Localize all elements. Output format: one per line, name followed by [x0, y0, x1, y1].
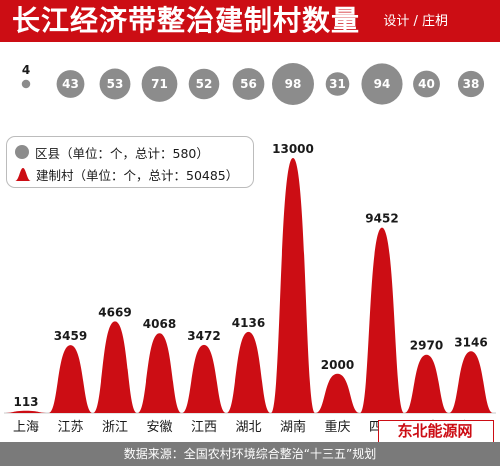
chart-legend: 区县（单位：个，总计：580） 建制村（单位：个，总计：50485） — [6, 136, 254, 188]
village-peak-9 — [404, 354, 449, 413]
county-value-label: 56 — [240, 77, 257, 91]
village-value-label: 13000 — [272, 142, 314, 156]
county-bubble-8 — [361, 63, 403, 105]
category-label: 湖南 — [280, 419, 306, 435]
watermark: 东北能源网 — [378, 420, 494, 444]
category-label: 重庆 — [324, 419, 350, 435]
village-peak-5 — [226, 331, 271, 413]
county-value-label: 31 — [329, 77, 346, 91]
county-bubble-4 — [188, 68, 220, 100]
category-label: 安徽 — [146, 420, 172, 435]
village-value-label: 2970 — [410, 339, 443, 353]
village-value-label: 113 — [13, 395, 38, 409]
legend-label-village: 建制村（单位：个，总计：50485） — [36, 167, 239, 183]
category-label: 湖北 — [235, 420, 261, 435]
village-value-label: 9452 — [365, 212, 398, 226]
village-value-label: 3459 — [54, 329, 87, 343]
header-banner: 长江经济带整治建制村数量 设计 / 庄枂 — [0, 0, 500, 42]
village-value-label: 4068 — [143, 317, 176, 331]
red-peak-icon — [15, 168, 31, 181]
data-source-note: 数据来源：全国农村环境综合整治“十三五”规划 — [0, 442, 500, 466]
county-bubble-6 — [272, 63, 314, 105]
village-value-label: 4136 — [232, 316, 265, 330]
watermark-text: 东北能源网 — [397, 422, 472, 440]
gray-circle-icon — [15, 145, 29, 159]
county-bubble-10 — [457, 70, 485, 98]
county-value-label: 94 — [374, 77, 391, 91]
village-value-label: 2000 — [321, 358, 354, 372]
county-value-label: 71 — [151, 77, 168, 91]
category-label: 上海 — [13, 420, 39, 435]
village-peak-1 — [48, 345, 93, 413]
legend-item-village: 建制村（单位：个，总计：50485） — [15, 163, 245, 185]
county-value-label: 52 — [196, 77, 213, 91]
village-peak-6 — [271, 158, 315, 413]
village-peak-3 — [137, 333, 182, 413]
village-peak-7 — [315, 373, 360, 413]
county-bubble-0 — [21, 79, 31, 89]
village-value-label: 4669 — [98, 305, 131, 319]
county-bubble-3 — [141, 66, 178, 102]
village-value-label: 3472 — [187, 329, 220, 343]
county-value-label: 38 — [463, 77, 480, 91]
county-value-label: 43 — [62, 77, 79, 91]
village-peak-10 — [449, 351, 493, 413]
county-value-label: 53 — [107, 77, 124, 91]
village-peak-8 — [360, 227, 404, 413]
village-peak-0 — [4, 410, 48, 413]
village-peak-4 — [182, 344, 226, 413]
watermark-logo: 东北能源网 — [397, 422, 472, 440]
county-bubble-7 — [325, 72, 350, 96]
county-bubble-1 — [56, 70, 85, 98]
legend-item-county: 区县（单位：个，总计：580） — [15, 141, 245, 163]
county-value-label: 4 — [22, 63, 30, 77]
page-title: 长江经济带整治建制村数量 — [12, 4, 361, 37]
county-bubble-2 — [99, 68, 131, 100]
legend-label-county: 区县（单位：个，总计：580） — [35, 145, 209, 161]
county-value-label: 98 — [285, 77, 302, 91]
design-credit: 设计 / 庄枂 — [383, 14, 448, 29]
category-label: 江西 — [191, 420, 217, 435]
county-bubble-5 — [232, 68, 265, 100]
county-bubble-9 — [413, 70, 440, 98]
county-value-label: 40 — [418, 77, 435, 91]
village-peak-2 — [93, 321, 137, 413]
village-value-label: 3146 — [454, 335, 487, 349]
category-label: 江苏 — [57, 419, 83, 435]
category-label: 浙江 — [102, 420, 128, 435]
